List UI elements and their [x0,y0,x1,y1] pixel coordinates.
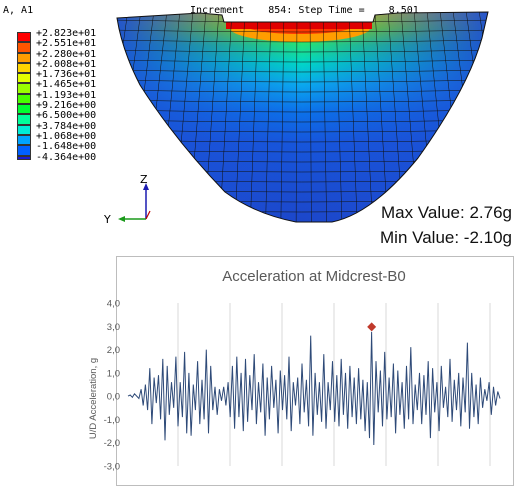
chart-title: Acceleration at Midcrest-B0 [222,268,406,285]
y-tick-label: 4,0 [107,299,120,310]
legend-value: +1.736e+01 [36,69,97,81]
triad-y-label: Y [103,213,111,225]
legend-swatch [17,124,31,135]
y-tick-label: 3,0 [107,322,120,333]
legend-swatch [17,145,31,156]
y-tick-label: 2,0 [107,345,120,356]
legend-value: +6.500e+00 [36,110,97,122]
legend-swatch [17,93,31,105]
legend-value: +9.216e+00 [36,100,97,112]
contour-variable-label: A, A1 [3,5,34,16]
legend-value: -4.364e+00 [36,151,97,163]
increment-step-time-label: Increment 854: Step Time = 8.501 [190,5,419,16]
y-tick-label: -2,0 [104,438,120,449]
legend-value: +2.551e+01 [36,38,97,50]
axis-triad: Z Y [103,175,151,225]
legend-value: +3.784e+00 [36,120,97,132]
legend-value: +1.068e+00 [36,130,97,142]
chart-frame [116,256,514,486]
legend-swatch [17,83,31,94]
legend-value: +1.465e+01 [36,79,97,91]
max-value-label: Max Value: 2.76g [380,203,512,222]
legend-value: +2.008e+01 [36,58,97,70]
min-value-label: Min Value: -2.10g [380,228,512,247]
y-tick-label: 0,0 [107,392,120,403]
y-tick-label: 1,0 [107,368,120,379]
legend-swatch [17,73,31,84]
legend-swatch [17,134,31,146]
peak-marker [367,322,377,332]
triad-z-label: Z [140,175,148,186]
dam-contour-plot [116,11,489,223]
legend-swatch [17,62,31,74]
legend-value: +2.280e+01 [36,48,97,60]
y-tick-label: -3,0 [104,462,120,473]
legend-value: +2.823e+01 [36,28,97,39]
legend-value: +1.193e+01 [36,89,97,101]
legend-swatch [17,155,31,160]
legend-swatch [17,114,31,125]
acceleration-series-line [127,331,501,446]
y-tick-label: -1,0 [104,415,120,426]
legend-swatch [17,42,31,53]
y-axis-title: U/D Acceleration, g [88,358,99,439]
legend-swatch [17,52,31,63]
legend-swatch [17,104,31,115]
legend-swatch [17,32,31,43]
legend-value: -1.648e+00 [36,141,97,153]
